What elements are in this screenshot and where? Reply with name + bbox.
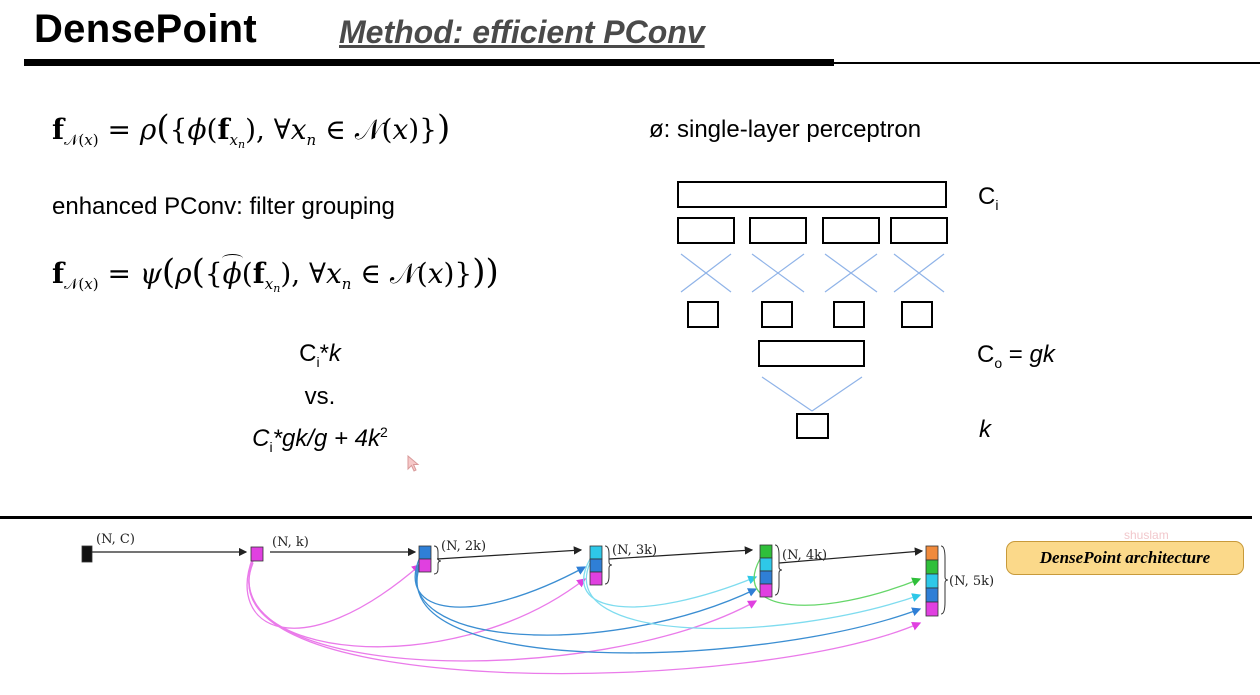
- label-k: k: [979, 416, 991, 443]
- final-output-block: [796, 413, 829, 439]
- connections-from-stage-4: [753, 558, 922, 606]
- stage-0-input: [81, 545, 93, 563]
- grouping-connections: [680, 253, 945, 412]
- stage-2-block: [418, 545, 432, 573]
- perceptron-blocks: [677, 181, 948, 439]
- group-block-1: [677, 217, 735, 244]
- cost-standard: Ci*k: [299, 340, 341, 370]
- stage-labels: (N, C) (N, k) (N, 2k) (N, 3k) (N, 4k) (N…: [96, 532, 994, 589]
- connections-from-stage-3: [583, 558, 922, 630]
- group-output-3: [833, 301, 865, 328]
- group-output-2: [761, 301, 793, 328]
- stage-braces: [433, 544, 949, 615]
- header-rule-thick: [24, 59, 834, 66]
- group-block-3: [822, 217, 880, 244]
- stage-label: (N, 3k): [612, 543, 657, 558]
- section-divider: [0, 516, 1252, 519]
- mouse-cursor-icon: [407, 455, 420, 472]
- cost-versus: vs.: [304, 383, 336, 410]
- feature-stacks: [81, 544, 939, 617]
- densepoint-architecture-diagram: (N, C) (N, k) (N, 2k) (N, 3k) (N, 4k) (N…: [81, 532, 994, 675]
- cost-grouped: Ci*gk/g + 4k2: [252, 424, 388, 455]
- slide-subtitle: Method: efficient PConv: [339, 14, 705, 50]
- enhanced-pconv-label: enhanced PConv: filter grouping: [52, 193, 395, 220]
- watermark: shuslam: [1124, 528, 1169, 542]
- group-block-4: [890, 217, 948, 244]
- stage-label: (N, C): [96, 532, 135, 547]
- stage-5-block: [925, 545, 939, 617]
- label-input-channels: Ci: [978, 183, 999, 213]
- stage-label: (N, 2k): [441, 539, 486, 554]
- phi-definition: ø: single-layer perceptron: [649, 116, 922, 143]
- stage-label: (N, 4k): [782, 548, 827, 563]
- stage-label: (N, 5k): [949, 574, 994, 589]
- filter-grouping-diagram: [677, 181, 948, 439]
- concatenated-output-block: [758, 340, 865, 367]
- group-block-2: [749, 217, 807, 244]
- connections-from-stage-2: [414, 556, 922, 654]
- group-output-4: [901, 301, 933, 328]
- dense-connections: [246, 556, 922, 675]
- label-output-channels: Co = gk: [977, 341, 1055, 371]
- stage-4-block: [759, 544, 773, 598]
- connections-from-stage-1: [246, 556, 922, 675]
- header-rule-thin: [830, 62, 1260, 64]
- input-channels-block: [677, 181, 947, 208]
- slide-title: DensePoint: [34, 7, 258, 51]
- group-output-1: [687, 301, 719, 328]
- formula-enhanced-pconv: f𝒩(x) = ψ(ρ({ϕ(fxn), ∀xn ∈ 𝒩(x)})): [52, 252, 499, 295]
- formula-pconv: f𝒩(x) = ρ({ϕ(fxn), ∀xn ∈ 𝒩(x)}): [52, 108, 451, 151]
- stage-label: (N, k): [272, 535, 309, 550]
- stage-1-block: [250, 546, 264, 562]
- forward-arrows: [92, 546, 924, 564]
- architecture-badge: DensePoint architecture: [1006, 541, 1244, 575]
- stage-3-block: [589, 545, 603, 586]
